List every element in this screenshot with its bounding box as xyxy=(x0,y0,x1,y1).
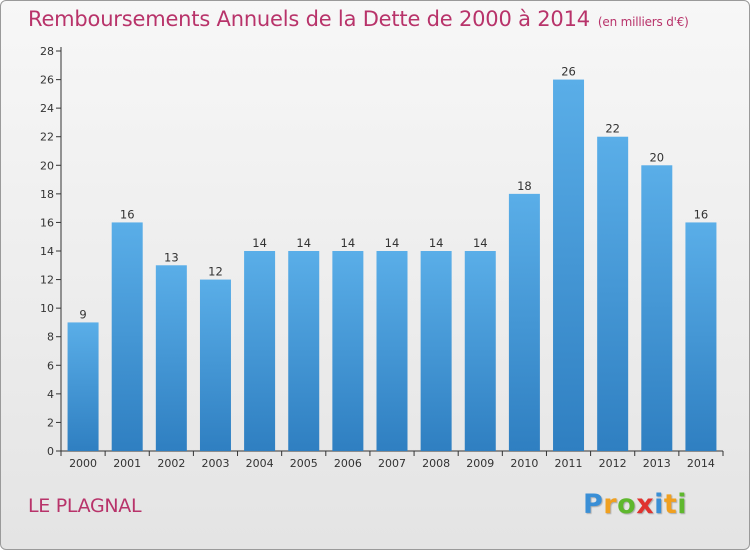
bar-2001 xyxy=(111,222,143,451)
data-label-2014: 16 xyxy=(694,207,709,221)
data-label-2007: 14 xyxy=(385,236,400,250)
bar-2014 xyxy=(685,222,717,451)
y-tick-label: 8 xyxy=(47,331,54,344)
logo-letter: r xyxy=(603,489,618,520)
logo-letter: x xyxy=(636,489,655,520)
y-tick-label: 26 xyxy=(40,74,54,87)
data-label-2004: 14 xyxy=(252,236,267,250)
bars-group xyxy=(67,79,717,452)
x-tick-label-2014: 2014 xyxy=(687,457,715,470)
x-tick-label-2004: 2004 xyxy=(246,457,274,470)
bar-2006 xyxy=(332,251,364,451)
chart-title: Remboursements Annuels de la Dette de 20… xyxy=(28,7,689,31)
logo-letter: i xyxy=(654,489,664,520)
data-label-2006: 14 xyxy=(341,236,356,250)
y-tick-label: 12 xyxy=(40,274,54,287)
data-label-2005: 14 xyxy=(296,236,311,250)
y-tick-label: 24 xyxy=(40,102,54,115)
bar-2013 xyxy=(641,165,673,452)
y-tick-label: 2 xyxy=(47,416,54,429)
logo-letter: t xyxy=(663,489,678,520)
y-tick-label: 16 xyxy=(40,216,54,229)
y-tick-label: 4 xyxy=(47,388,54,401)
data-label-2008: 14 xyxy=(429,236,444,250)
bar-2004 xyxy=(244,251,276,451)
bar-2009 xyxy=(464,251,496,451)
x-tick-label-2010: 2010 xyxy=(510,457,538,470)
y-tick-label: 22 xyxy=(40,131,54,144)
data-label-2012: 22 xyxy=(605,122,620,136)
data-label-2010: 18 xyxy=(517,179,532,193)
y-tick-label: 6 xyxy=(47,359,54,372)
data-label-2000: 9 xyxy=(79,307,86,321)
proxiti-logo: Proxiti xyxy=(583,489,687,520)
bar-2008 xyxy=(420,251,452,451)
data-label-2001: 16 xyxy=(120,207,135,221)
x-tick-label-2012: 2012 xyxy=(599,457,627,470)
x-tick-label-2000: 2000 xyxy=(69,457,97,470)
bar-2007 xyxy=(376,251,408,451)
logo-letter: o xyxy=(617,489,637,520)
data-label-2003: 12 xyxy=(208,265,223,279)
x-tick-label-2009: 2009 xyxy=(466,457,494,470)
x-tick-label-2001: 2001 xyxy=(113,457,141,470)
x-tick-label-2003: 2003 xyxy=(201,457,229,470)
y-tick-label: 20 xyxy=(40,159,54,172)
data-label-2011: 26 xyxy=(561,65,576,79)
x-tick-label-2013: 2013 xyxy=(643,457,671,470)
chart-subtitle: (en milliers d'€) xyxy=(597,15,689,29)
labels-group: 9 16 13 12 14 14 14 14 14 14 18 26 22 20 16 xyxy=(79,65,708,322)
data-label-2009: 14 xyxy=(473,236,488,250)
x-tick-label-2002: 2002 xyxy=(157,457,185,470)
bar-2005 xyxy=(288,251,320,451)
y-tick-label: 0 xyxy=(47,445,54,458)
bar-2010 xyxy=(508,193,540,451)
logo-letter: i xyxy=(677,489,688,520)
logo-letter: P xyxy=(583,489,604,520)
y-tick-label: 14 xyxy=(40,245,54,258)
x-tick-label-2005: 2005 xyxy=(290,457,318,470)
bar-2002 xyxy=(155,265,187,451)
data-label-2013: 20 xyxy=(649,150,664,164)
x-tick-label-2006: 2006 xyxy=(334,457,362,470)
x-tick-label-2008: 2008 xyxy=(422,457,450,470)
data-label-2002: 13 xyxy=(164,250,179,264)
x-tick-label-2007: 2007 xyxy=(378,457,406,470)
bar-2011 xyxy=(553,79,585,452)
chart-title-text: Remboursements Annuels de la Dette de 20… xyxy=(28,7,590,31)
bar-2003 xyxy=(199,279,231,451)
y-tick-label: 28 xyxy=(40,45,54,58)
bar-2000 xyxy=(67,322,99,451)
y-tick-label: 10 xyxy=(40,302,54,315)
commune-name: LE PLAGNAL xyxy=(28,495,142,517)
bar-2012 xyxy=(597,136,629,451)
x-tick-label-2011: 2011 xyxy=(555,457,583,470)
y-tick-label: 18 xyxy=(40,188,54,201)
